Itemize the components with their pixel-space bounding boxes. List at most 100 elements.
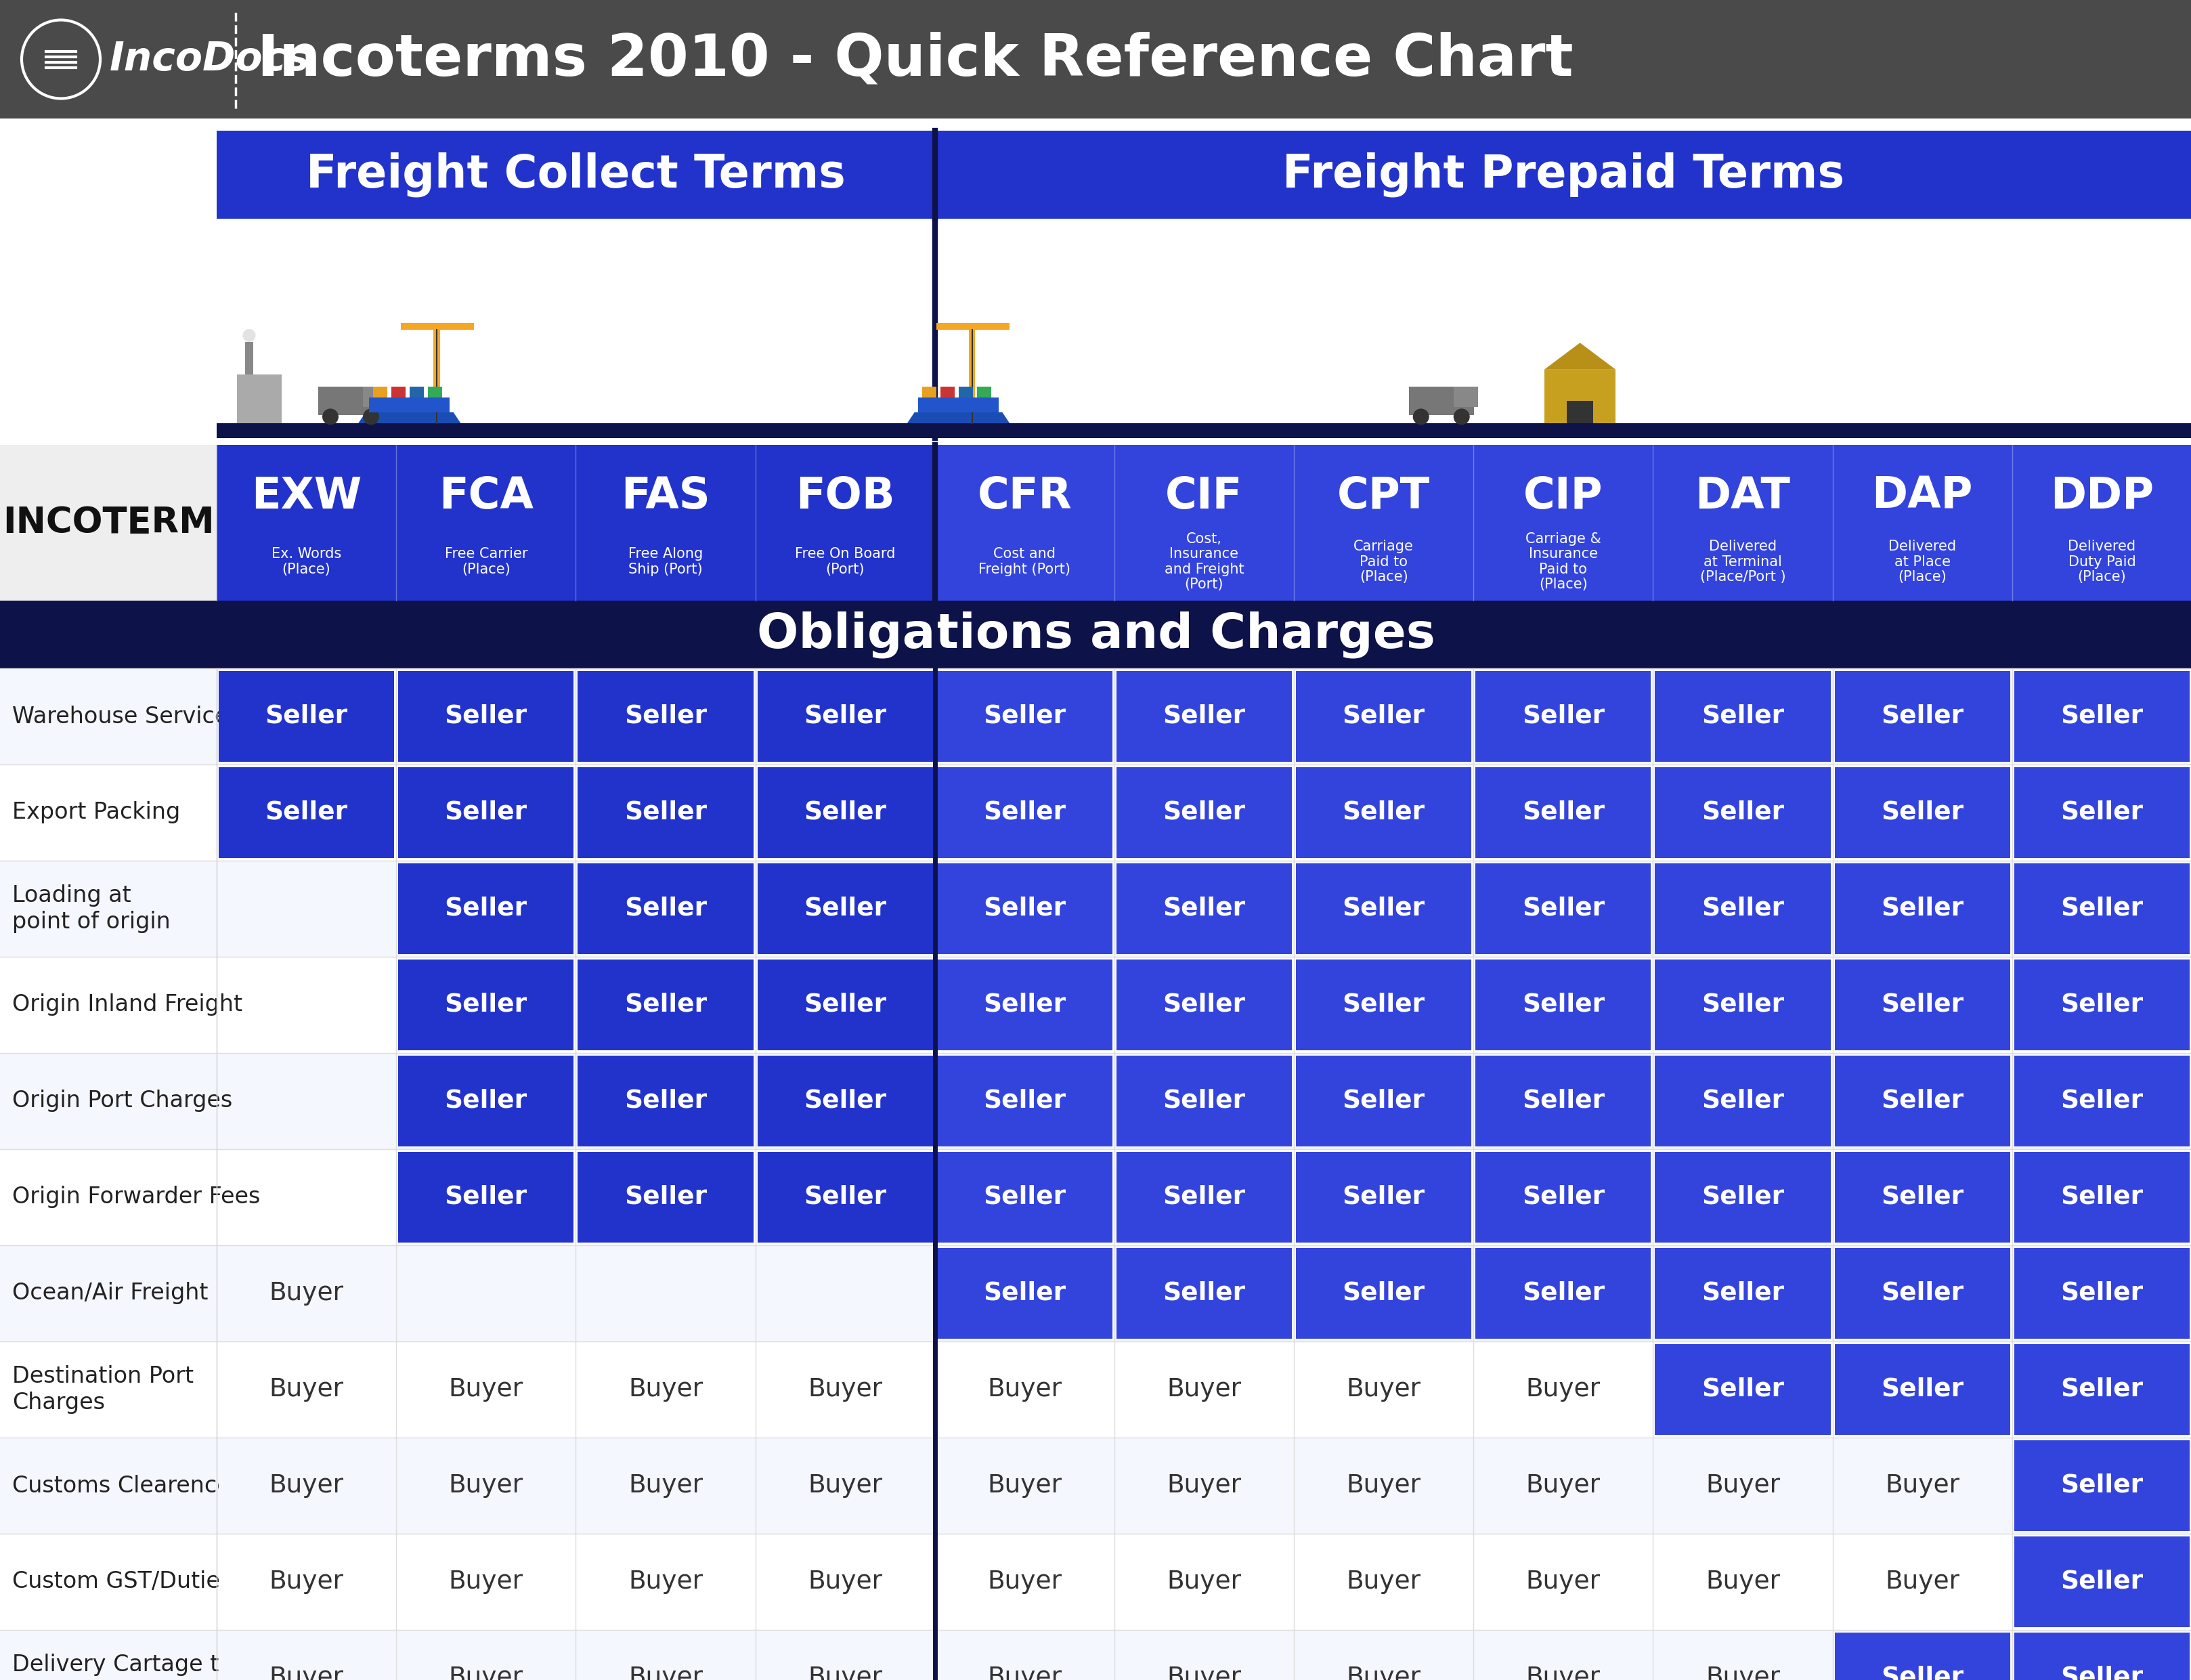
Bar [936,1055,1113,1146]
Bar [1295,1633,1470,1680]
Text: Buyer: Buyer [1166,1667,1240,1680]
Bar [219,1633,394,1680]
Text: Seller: Seller [804,800,885,825]
Bar [1295,1537,1470,1628]
Bar [1475,1440,1650,1530]
Bar [1834,1440,2009,1530]
Bar [217,445,397,601]
Text: Seller: Seller [804,704,885,729]
Text: FCA: FCA [438,475,532,517]
Text: Seller: Seller [265,800,348,825]
Text: Seller: Seller [984,897,1065,921]
Bar [0,1149,2191,1245]
Bar [1654,1440,1829,1530]
Bar [1115,1633,1290,1680]
Bar [576,445,756,601]
Text: Buyer: Buyer [449,1569,524,1594]
Text: IncoDocs: IncoDocs [110,40,309,79]
Bar [0,764,2191,860]
Bar [219,1248,394,1339]
Text: Seller: Seller [445,1184,528,1210]
Bar [434,326,440,423]
Text: Cost and
Freight (Port): Cost and Freight (Port) [977,548,1071,576]
Text: Seller: Seller [2060,1378,2143,1401]
Text: Seller: Seller [1700,1184,1783,1210]
Bar [2014,1537,2189,1628]
Text: Buyer: Buyer [808,1378,883,1401]
Bar [1654,1633,1829,1680]
Text: Free Carrier
(Place): Free Carrier (Place) [445,548,528,576]
Text: Seller: Seller [1521,1282,1604,1305]
Bar [1115,1344,1290,1435]
Bar [1475,959,1650,1050]
Bar [0,860,2191,958]
Bar [578,1537,754,1628]
Bar [368,398,449,412]
Bar [1654,1344,1829,1435]
Bar [2014,1152,2189,1243]
Polygon shape [1545,343,1615,370]
Text: Seller: Seller [445,993,528,1016]
Text: Custom GST/Duties: Custom GST/Duties [13,1571,232,1593]
Text: Buyer: Buyer [1345,1378,1420,1401]
Text: Seller: Seller [1163,1184,1244,1210]
Text: EXW: EXW [252,475,362,517]
Bar [1834,959,2009,1050]
Text: Seller: Seller [265,704,348,729]
Text: Seller: Seller [1880,800,1963,825]
Bar [936,670,1113,761]
Polygon shape [907,412,1010,423]
Bar [1834,1344,2009,1435]
Bar [936,1633,1113,1680]
Text: DDP: DDP [2049,475,2154,517]
Bar [1654,1055,1829,1146]
Text: Seller: Seller [1700,1089,1783,1114]
Text: Incoterms 2010 - Quick Reference Chart: Incoterms 2010 - Quick Reference Chart [256,32,1573,87]
Bar [1654,959,1829,1050]
Bar [410,386,425,398]
Text: Buyer: Buyer [629,1378,703,1401]
Text: Seller: Seller [1163,993,1244,1016]
Text: Buyer: Buyer [1884,1473,1959,1499]
Bar [0,1245,2191,1341]
Text: Export Packing: Export Packing [13,801,180,823]
Text: Seller: Seller [2060,1569,2143,1594]
Bar [936,1440,1113,1530]
Bar [578,1633,754,1680]
Bar [399,1537,574,1628]
Bar [0,601,2191,669]
Text: Seller: Seller [2060,1184,2143,1210]
Text: CIF: CIF [1166,475,1242,517]
Bar [1475,1055,1650,1146]
Bar [756,445,936,601]
Bar [1295,768,1470,858]
Bar [217,423,2191,438]
Bar [936,1152,1113,1243]
Text: Buyer: Buyer [629,1473,703,1499]
Bar [427,386,443,398]
Text: Buyer: Buyer [1166,1378,1240,1401]
Text: Seller: Seller [1341,1089,1424,1114]
Bar [1834,670,2009,761]
Text: Seller: Seller [624,897,708,921]
Bar [578,1344,754,1435]
Text: Seller: Seller [1521,800,1604,825]
Text: Seller: Seller [445,800,528,825]
Text: DAP: DAP [1871,475,1972,517]
Text: Loading at
point of origin: Loading at point of origin [13,885,171,932]
Text: Seller: Seller [1341,993,1424,1016]
Text: Seller: Seller [1700,800,1783,825]
Text: CIP: CIP [1523,475,1602,517]
Text: Seller: Seller [1700,1378,1783,1401]
Bar [0,1438,2191,1534]
Bar [578,864,754,954]
Bar [758,1344,933,1435]
Circle shape [1453,408,1470,425]
Bar [0,438,2191,445]
Bar [977,386,990,398]
Text: Seller: Seller [1521,897,1604,921]
Text: Seller: Seller [1521,1089,1604,1114]
Bar [2014,1344,2189,1435]
Text: Seller: Seller [1880,1378,1963,1401]
Text: Origin Port Charges: Origin Port Charges [13,1090,232,1112]
